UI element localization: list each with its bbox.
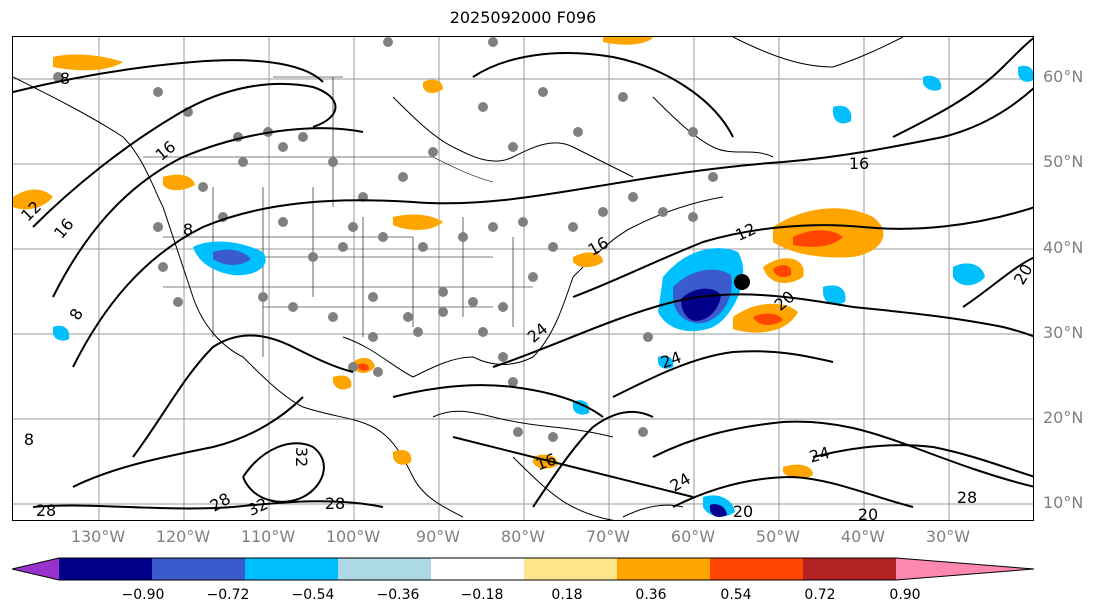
lat-label-60n: 60°N: [1043, 67, 1084, 86]
contour-label: 12: [732, 219, 758, 245]
cyclone-center-dot: [734, 274, 750, 290]
lon-label-80w: 80°W: [500, 527, 546, 546]
colorbar-outline: [12, 557, 1035, 581]
colorbar-tick-label: 0.54: [720, 587, 752, 603]
lon-label-60w: 60°W: [670, 527, 716, 546]
lon-label-120w: 120°W: [155, 527, 211, 546]
contour-label: 16: [849, 154, 869, 173]
colorbar-tick-label: −0.90: [121, 587, 165, 603]
contour-label: 24: [658, 347, 684, 372]
shaded-field-positive: [13, 37, 884, 479]
colorbar-tick-label: 0.36: [635, 587, 667, 603]
lat-label-10n: 10°N: [1043, 493, 1084, 512]
contour-label: 8: [60, 69, 70, 88]
lon-label-40w: 40°W: [840, 527, 886, 546]
colorbar-tick-label: −0.18: [460, 587, 504, 603]
contour-label: 20: [1010, 261, 1034, 288]
contour-label: 8: [24, 430, 34, 449]
colorbar-tick-label: 0.18: [551, 587, 583, 603]
map-panel: 8 8 8 8 12 12 16 16 16 16 16 20 20 20 20…: [12, 36, 1034, 521]
colorbar-segment-2: [152, 558, 245, 580]
observation-dots: [53, 37, 718, 442]
contour-label: 8: [183, 220, 193, 239]
colorbar-tick-label: −0.36: [376, 587, 420, 603]
contour-label: 20: [858, 505, 878, 521]
contour-label: 16: [533, 449, 559, 474]
contour-label: 28: [957, 488, 977, 507]
colorbar-tick-label: −0.72: [206, 587, 250, 603]
contour-label: 28: [207, 489, 234, 516]
lon-label-90w: 90°W: [415, 527, 461, 546]
colorbar-segment-5: [431, 558, 524, 580]
contour-label: 24: [524, 319, 552, 347]
contour-label-group: 8 8 8 8 12 12 16 16 16 16 16 20 20 20 20…: [17, 69, 1034, 521]
colorbar-segment-3: [245, 558, 338, 580]
contour-label: 24: [807, 443, 832, 467]
coastlines: [13, 37, 904, 520]
lon-label-130w: 130°W: [70, 527, 126, 546]
contour-label: 32: [244, 494, 270, 520]
colorbar-segment-9: [803, 558, 896, 580]
map-title: 2025092000 F096: [449, 8, 597, 27]
colorbar-segment-0: [12, 558, 59, 580]
colorbar: [12, 557, 1035, 581]
colorbar-segment-4: [338, 558, 431, 580]
contour-label: 28: [325, 494, 345, 513]
colorbar-tick-label: −0.54: [291, 587, 335, 603]
contour-label: 20: [733, 502, 753, 521]
lon-label-100w: 100°W: [325, 527, 381, 546]
lat-label-50n: 50°N: [1043, 152, 1084, 171]
colorbar-segment-10b: [896, 558, 1034, 580]
lon-label-50w: 50°W: [755, 527, 801, 546]
lon-label-110w: 110°W: [240, 527, 296, 546]
lat-label-30n: 30°N: [1043, 323, 1084, 342]
map-canvas: 8 8 8 8 12 12 16 16 16 16 16 20 20 20 20…: [13, 37, 1034, 521]
contour-lines: [13, 37, 1033, 510]
colorbar-tick-label: 0.72: [804, 587, 836, 603]
contour-label: 32: [292, 447, 311, 467]
lat-label-20n: 20°N: [1043, 408, 1084, 427]
contour-label: 28: [36, 501, 56, 520]
lat-label-40n: 40°N: [1043, 238, 1084, 257]
colorbar-segment-6: [524, 558, 617, 580]
colorbar-segment-7: [617, 558, 710, 580]
colorbar-segment-1: [59, 558, 152, 580]
lon-label-30w: 30°W: [925, 527, 971, 546]
contour-label: 16: [50, 215, 78, 243]
colorbar-segment-8: [710, 558, 803, 580]
contour-label: 8: [65, 305, 87, 323]
graticule: [13, 37, 1033, 520]
lon-label-70w: 70°W: [585, 527, 631, 546]
borders: [143, 76, 533, 357]
colorbar-tick-label: 0.90: [889, 587, 921, 603]
